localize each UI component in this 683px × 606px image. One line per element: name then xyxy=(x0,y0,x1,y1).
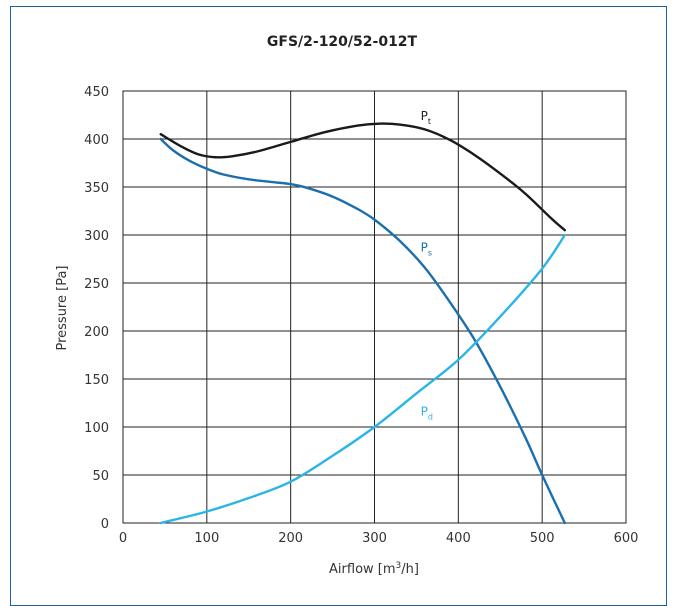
x-tick-label: 500 xyxy=(530,531,555,546)
series-layer: Pt Ps Pd xyxy=(159,109,567,525)
series-label-Ps: Ps xyxy=(421,240,432,257)
series-label-Pd: Pd xyxy=(421,404,433,421)
y-tick-label: 350 xyxy=(84,181,109,196)
x-tick-label: 200 xyxy=(278,531,303,546)
tick-labels: 0 100 200 300 400 500 600 0 50 100 150 200 250 300 350… xyxy=(84,85,638,546)
x-axis-title-tail: /h] xyxy=(401,562,419,577)
series-line-Ps xyxy=(159,137,567,525)
x-axis-title: Airflow [m3/h] xyxy=(329,561,419,577)
y-tick-label: 100 xyxy=(84,421,109,436)
y-tick-label: 50 xyxy=(92,469,109,484)
x-tick-label: 0 xyxy=(119,531,127,546)
y-tick-label: 450 xyxy=(84,85,109,100)
y-tick-label: 150 xyxy=(84,373,109,388)
y-tick-label: 0 xyxy=(101,517,109,532)
y-tick-label: 200 xyxy=(84,325,109,340)
series-label-Pt: Pt xyxy=(421,109,431,126)
y-tick-label: 400 xyxy=(84,133,109,148)
series-line-Pd xyxy=(159,233,567,525)
chart-title: GFS/2-120/52-012T xyxy=(267,34,418,50)
y-tick-label: 250 xyxy=(84,277,109,292)
series-line-Pt xyxy=(159,122,567,232)
x-tick-label: 100 xyxy=(194,531,219,546)
grid xyxy=(122,90,627,524)
y-axis-title: Pressure [Pa] xyxy=(55,265,70,350)
x-axis-title-main: Airflow [m xyxy=(329,562,396,577)
x-tick-label: 600 xyxy=(614,531,639,546)
x-axis-title-sup: 3 xyxy=(396,561,402,571)
y-tick-label: 300 xyxy=(84,229,109,244)
x-tick-label: 300 xyxy=(362,531,387,546)
x-tick-label: 400 xyxy=(446,531,471,546)
chart-svg: GFS/2-120/52-012T Pt Ps Pd 0 100 200 300 400 50… xyxy=(55,34,638,577)
